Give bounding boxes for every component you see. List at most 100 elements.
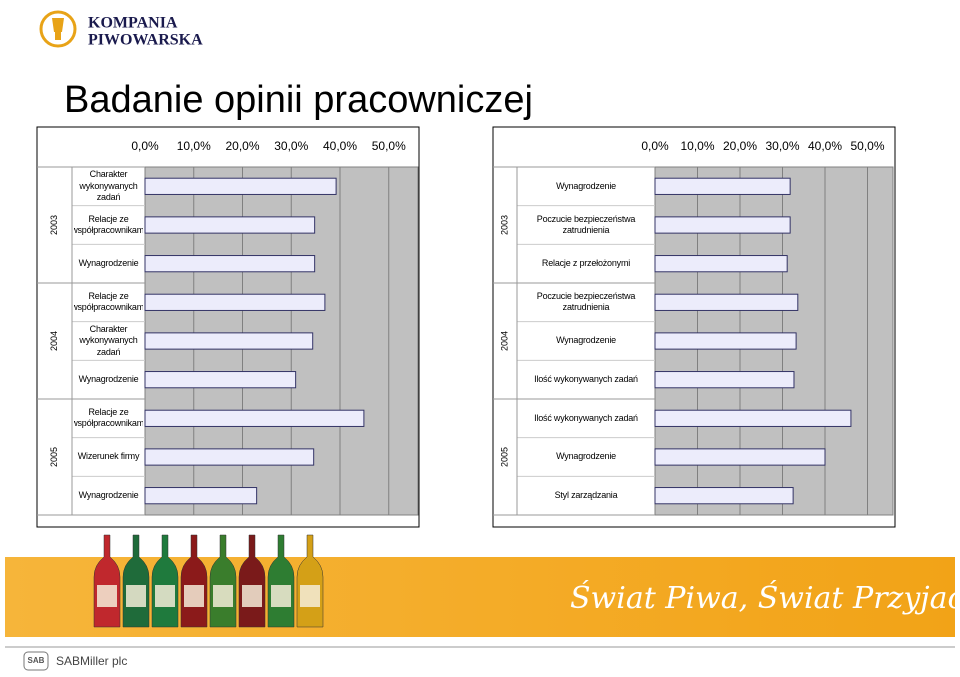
logo-text: KOMPANIA (88, 15, 178, 32)
bar (654, 293, 799, 311)
category-label: Styl zarządzania (554, 490, 618, 501)
category-label-box: Poczucie bezpieczeństwa zatrudnienia (536, 291, 636, 313)
category-label-box: Charakter wykonywanych zadań (79, 324, 138, 357)
category-label: Relacje z przełożonymi (541, 258, 631, 269)
category-label-box: Wynagrodzenie (78, 258, 139, 269)
bar (654, 216, 791, 234)
group-label: 2004 (499, 331, 509, 351)
bar (144, 332, 314, 350)
category-label-box: Relacje z przełożonymi (541, 258, 631, 269)
bottle-label (155, 585, 175, 607)
bar (654, 487, 794, 505)
bottle (151, 534, 179, 628)
bar (654, 177, 791, 195)
logo-text: PIWOWARSKA (88, 32, 203, 49)
bar (144, 293, 326, 311)
category-label-box: Relacje ze współpracownikami (74, 213, 143, 235)
bottle (122, 534, 150, 628)
sab-logo-box (23, 651, 49, 671)
category-label-box: Wynagrodzenie (556, 451, 616, 462)
bottle-label (126, 585, 146, 607)
bar (144, 216, 316, 234)
category-label-box: Wynagrodzenie (556, 335, 616, 346)
x-tick-label: 30,0% (274, 139, 308, 153)
category-label-box: Relacje ze współpracownikami (74, 291, 143, 313)
category-label: Charakter wykonywanych zadań (79, 324, 138, 357)
bar (144, 448, 315, 466)
category-label-box: Wizerunek firmy (77, 451, 140, 462)
bar (144, 371, 297, 389)
bottle (93, 534, 121, 628)
category-label-box: Wynagrodzenie (78, 374, 139, 385)
category-label: Poczucie bezpieczeństwa zatrudnienia (536, 291, 636, 313)
group-label: 2005 (499, 447, 509, 467)
category-label-box: Charakter wykonywanych zadań (79, 169, 138, 202)
bottle (180, 534, 208, 628)
bottle-label (213, 585, 233, 607)
slide-title: Badanie opinii pracowniczej (64, 79, 533, 121)
group-label: 2004 (49, 331, 59, 351)
category-label-box: Relacje ze współpracownikami (74, 407, 143, 429)
group-label: 2003 (499, 215, 509, 235)
company-name: SABMiller plc (56, 654, 127, 668)
bar (654, 371, 795, 389)
bottle-label (300, 585, 320, 607)
bottle-label (242, 585, 262, 607)
bar (144, 177, 337, 195)
category-label: Wynagrodzenie (556, 451, 616, 462)
bar (654, 255, 788, 273)
category-label: Ilość wykonywanych zadań (534, 412, 638, 423)
category-label-box: Styl zarządzania (554, 490, 618, 501)
category-label-box: Wynagrodzenie (78, 490, 139, 501)
category-label-box: Ilość wykonywanych zadań (534, 374, 638, 385)
category-label: Relacje ze współpracownikami (74, 291, 143, 313)
group-label: 2005 (49, 447, 59, 467)
bar (654, 409, 852, 427)
x-tick-label: 50,0% (850, 139, 884, 153)
category-label: Wynagrodzenie (78, 258, 139, 269)
x-tick-label: 10,0% (680, 139, 714, 153)
bar (144, 255, 316, 273)
category-label: Relacje ze współpracownikami (74, 213, 143, 235)
category-label-box: Wynagrodzenie (556, 180, 616, 191)
logo: KOMPANIA PIWOWARSKA (39, 10, 203, 49)
category-label: Poczucie bezpieczeństwa zatrudnienia (536, 213, 636, 235)
bottle (238, 534, 266, 628)
bar (654, 448, 826, 466)
bottle (209, 534, 237, 628)
category-label: Wynagrodzenie (78, 374, 139, 385)
category-label: Charakter wykonywanych zadań (79, 169, 138, 202)
x-tick-label: 40,0% (323, 139, 357, 153)
category-label: Wizerunek firmy (77, 451, 140, 462)
category-label-box: Poczucie bezpieczeństwa zatrudnienia (536, 213, 636, 235)
bottle-label (97, 585, 117, 607)
logo-ring (39, 10, 77, 48)
x-tick-label: 20,0% (723, 139, 757, 153)
x-tick-label: 0,0% (131, 139, 159, 153)
category-label: Wynagrodzenie (556, 335, 616, 346)
bottle (296, 534, 324, 628)
x-tick-label: 20,0% (225, 139, 259, 153)
bar (144, 487, 258, 505)
bottle (267, 534, 295, 628)
category-label-box: Ilość wykonywanych zadań (534, 412, 638, 423)
bar (654, 332, 797, 350)
category-label: Relacje ze współpracownikami (74, 407, 143, 429)
x-tick-label: 10,0% (177, 139, 211, 153)
bottle-label (184, 585, 204, 607)
bar (144, 409, 365, 427)
group-label: 2003 (49, 215, 59, 235)
x-tick-label: 50,0% (372, 139, 406, 153)
bottles (93, 534, 324, 628)
category-label: Wynagrodzenie (78, 490, 139, 501)
sab-logo: SAB (28, 656, 45, 665)
category-label: Ilość wykonywanych zadań (534, 374, 638, 385)
category-label: Wynagrodzenie (556, 180, 616, 191)
x-tick-label: 30,0% (765, 139, 799, 153)
x-tick-label: 0,0% (641, 139, 669, 153)
bottle-label (271, 585, 291, 607)
x-tick-label: 40,0% (808, 139, 842, 153)
slogan: Świat Piwa, Świat Przyjaciół (570, 580, 960, 616)
